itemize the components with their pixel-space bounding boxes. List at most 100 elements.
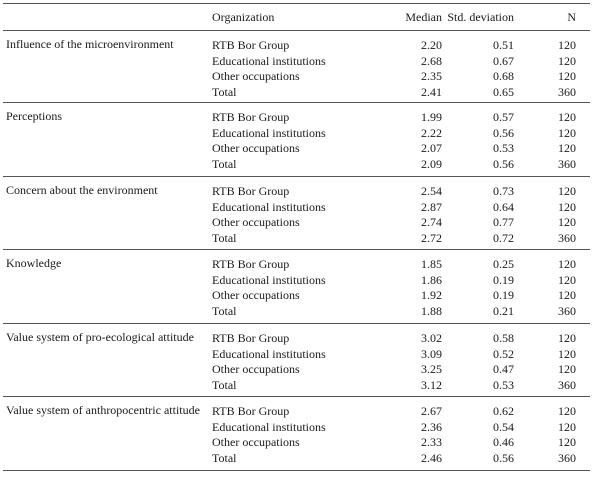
organization-cell: Total [212, 84, 237, 99]
table-row: RTB Bor Group 1.85 0.25 120 [0, 256, 592, 272]
table-row: RTB Bor Group 1.99 0.57 120 [0, 109, 592, 125]
organization-cell: RTB Bor Group [212, 110, 290, 124]
variable-label-row: Value system of anthropocentric attitude [0, 403, 592, 419]
table-row: Educational institutions 1.86 0.19 120 [0, 272, 592, 288]
n-cell: 360 [558, 156, 576, 171]
table-row: Other occupations 1.92 0.19 120 [0, 287, 592, 303]
table-row: Educational institutions 2.22 0.56 120 [0, 125, 592, 141]
table-row: Total 3.12 0.53 360 [0, 377, 592, 393]
header-median: Median [405, 10, 442, 24]
std-cell: 0.46 [493, 435, 514, 449]
median-cell: 2.54 [421, 184, 442, 198]
organization-cell: Educational institutions [212, 272, 326, 287]
organization-cell: Total [212, 377, 237, 392]
organization-cell: Other occupations [212, 435, 300, 449]
organization-cell: RTB Bor Group [212, 184, 290, 198]
n-cell: 120 [558, 272, 576, 287]
table-row: Educational institutions 2.36 0.54 120 [0, 419, 592, 435]
table-row: Educational institutions 2.68 0.67 120 [0, 53, 592, 69]
median-cell: 2.07 [421, 141, 442, 155]
table-row: RTB Bor Group 2.54 0.73 120 [0, 183, 592, 199]
table-row: Total 2.41 0.65 360 [0, 84, 592, 100]
median-cell: 1.86 [421, 272, 442, 287]
n-cell: 360 [558, 230, 576, 245]
table-row: RTB Bor Group 2.20 0.51 120 [0, 37, 592, 53]
std-cell: 0.19 [493, 272, 514, 287]
n-cell: 360 [558, 84, 576, 99]
n-cell: 120 [558, 53, 576, 68]
median-cell: 3.25 [421, 362, 442, 376]
n-cell: 120 [558, 110, 576, 124]
organization-cell: Total [212, 450, 237, 465]
n-cell: 120 [558, 346, 576, 361]
median-cell: 2.36 [421, 419, 442, 434]
table-header-row: Organization Median Std. deviation N [0, 9, 592, 25]
n-cell: 120 [558, 125, 576, 140]
std-cell: 0.47 [493, 362, 514, 376]
n-cell: 360 [558, 450, 576, 465]
organization-cell: Educational institutions [212, 346, 326, 361]
variable-label-row: Value system of pro-ecological attitude [0, 330, 592, 346]
variable-label: Value system of anthropocentric attitude [6, 403, 200, 417]
organization-cell: Other occupations [212, 69, 300, 83]
n-cell: 120 [558, 362, 576, 376]
median-cell: 2.68 [421, 53, 442, 68]
std-cell: 0.53 [493, 377, 514, 392]
table-row: Other occupations 2.33 0.46 120 [0, 434, 592, 450]
median-cell: 3.09 [421, 346, 442, 361]
n-cell: 120 [558, 215, 576, 229]
median-cell: 1.85 [421, 257, 442, 271]
table-row: Other occupations 2.35 0.68 120 [0, 68, 592, 84]
median-cell: 3.02 [421, 331, 442, 345]
median-cell: 2.67 [421, 404, 442, 418]
std-cell: 0.72 [493, 230, 514, 245]
std-cell: 0.51 [493, 38, 514, 52]
std-cell: 0.56 [493, 125, 514, 140]
std-cell: 0.57 [493, 110, 514, 124]
median-cell: 2.09 [421, 156, 442, 171]
organization-cell: Total [212, 156, 237, 171]
std-cell: 0.67 [493, 53, 514, 68]
organization-cell: RTB Bor Group [212, 38, 290, 52]
median-cell: 3.12 [421, 377, 442, 392]
organization-cell: Educational institutions [212, 419, 326, 434]
table-row: Other occupations 2.07 0.53 120 [0, 140, 592, 156]
table-row: Total 2.72 0.72 360 [0, 230, 592, 246]
n-cell: 120 [558, 288, 576, 302]
std-cell: 0.54 [493, 419, 514, 434]
n-cell: 360 [558, 303, 576, 318]
n-cell: 120 [558, 419, 576, 434]
header-bottom-rule [3, 30, 590, 31]
std-cell: 0.53 [493, 141, 514, 155]
std-cell: 0.77 [493, 215, 514, 229]
n-cell: 120 [558, 184, 576, 198]
median-cell: 2.22 [421, 125, 442, 140]
table-row: Educational institutions 3.09 0.52 120 [0, 346, 592, 362]
organization-cell: RTB Bor Group [212, 257, 290, 271]
std-cell: 0.56 [493, 156, 514, 171]
variable-label: Value system of pro-ecological attitude [6, 330, 194, 344]
n-cell: 120 [558, 38, 576, 52]
std-cell: 0.62 [493, 404, 514, 418]
organization-cell: RTB Bor Group [212, 331, 290, 345]
std-cell: 0.64 [493, 199, 514, 214]
median-cell: 2.20 [421, 38, 442, 52]
header-n: N [567, 10, 576, 24]
organization-cell: Educational institutions [212, 125, 326, 140]
median-cell: 1.92 [421, 288, 442, 302]
n-cell: 120 [558, 199, 576, 214]
std-cell: 0.52 [493, 346, 514, 361]
variable-label-row: Influence of the microenvironment [0, 37, 592, 53]
table-row: Other occupations 3.25 0.47 120 [0, 361, 592, 377]
n-cell: 120 [558, 435, 576, 449]
organization-cell: RTB Bor Group [212, 404, 290, 418]
std-cell: 0.19 [493, 288, 514, 302]
group-separator-rule [3, 396, 590, 397]
std-cell: 0.25 [493, 257, 514, 271]
std-cell: 0.65 [493, 84, 514, 99]
table-row: Total 2.09 0.56 360 [0, 156, 592, 172]
table-row: Other occupations 2.74 0.77 120 [0, 214, 592, 230]
n-cell: 360 [558, 377, 576, 392]
variable-label-row: Concern about the environment [0, 183, 592, 199]
median-cell: 1.99 [421, 110, 442, 124]
